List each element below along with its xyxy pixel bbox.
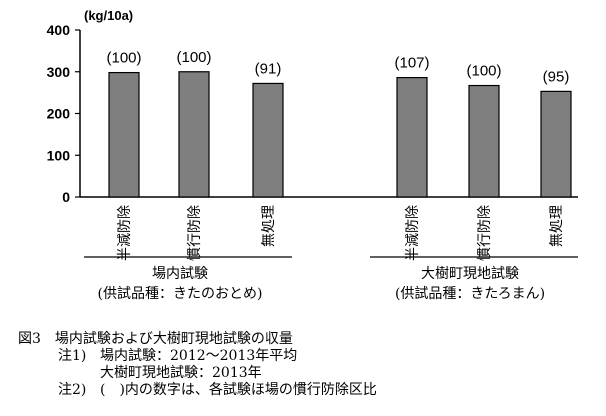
bar-index-label: (100) bbox=[466, 63, 501, 80]
note-1-label: 注1) bbox=[58, 348, 87, 364]
y-tick-label: 0 bbox=[62, 189, 70, 205]
x-category-label: 慣行防除 bbox=[476, 205, 493, 261]
y-unit-label: (kg/10a) bbox=[84, 8, 133, 23]
group-name-2: 大樹町現地試験 bbox=[421, 266, 519, 282]
bar bbox=[178, 71, 210, 198]
bar-index-label: (95) bbox=[543, 68, 570, 85]
bar bbox=[396, 76, 428, 198]
bar-index-label: (91) bbox=[255, 60, 282, 77]
x-category-label: 半減防除 bbox=[116, 205, 133, 261]
x-category-label: 無処理 bbox=[549, 205, 565, 247]
x-category-label: 無処理 bbox=[261, 205, 277, 247]
x-category-label: 半減防除 bbox=[404, 205, 421, 261]
figure-caption: 図3 場内試験および大樹町現地試験の収量 bbox=[18, 331, 293, 347]
bar bbox=[108, 71, 140, 198]
note-1-line-2: 大樹町現地試験：2013年 bbox=[100, 365, 262, 381]
note-2-label: 注2) bbox=[58, 382, 87, 398]
group-label-block-1: 場内試験 (供試品種：きたのおとめ) bbox=[80, 264, 280, 304]
y-tick-label: 100 bbox=[47, 147, 71, 163]
bar-index-label: (107) bbox=[394, 55, 429, 72]
y-tick-label: 200 bbox=[47, 106, 71, 122]
group-variety-1: (供試品種：きたのおとめ) bbox=[97, 286, 263, 302]
bar-index-label: (100) bbox=[106, 50, 141, 67]
note-2-text: ( )内の数字は、各試験ほ場の慣行防除区比 bbox=[100, 382, 377, 398]
bar bbox=[252, 82, 284, 198]
y-tick-label: 400 bbox=[47, 22, 71, 38]
x-category-label: 慣行防除 bbox=[186, 205, 203, 261]
note-1-line-1: 場内試験：2012～2013年平均 bbox=[100, 348, 298, 364]
bar bbox=[468, 84, 500, 198]
yield-bar-chart: 400 300 200 100 0 (kg/10a) (100) 半減防除 (100) 慣行防除 (… bbox=[47, 8, 578, 261]
bar-index-label: (100) bbox=[176, 49, 211, 66]
bar bbox=[540, 90, 572, 198]
group-name-1: 場内試験 bbox=[152, 266, 208, 282]
y-tick-label: 300 bbox=[47, 64, 71, 80]
group-variety-2: (供試品種：きたろまん) bbox=[394, 286, 546, 302]
group-label-block-2: 大樹町現地試験 (供試品種：きたろまん) bbox=[360, 264, 580, 304]
